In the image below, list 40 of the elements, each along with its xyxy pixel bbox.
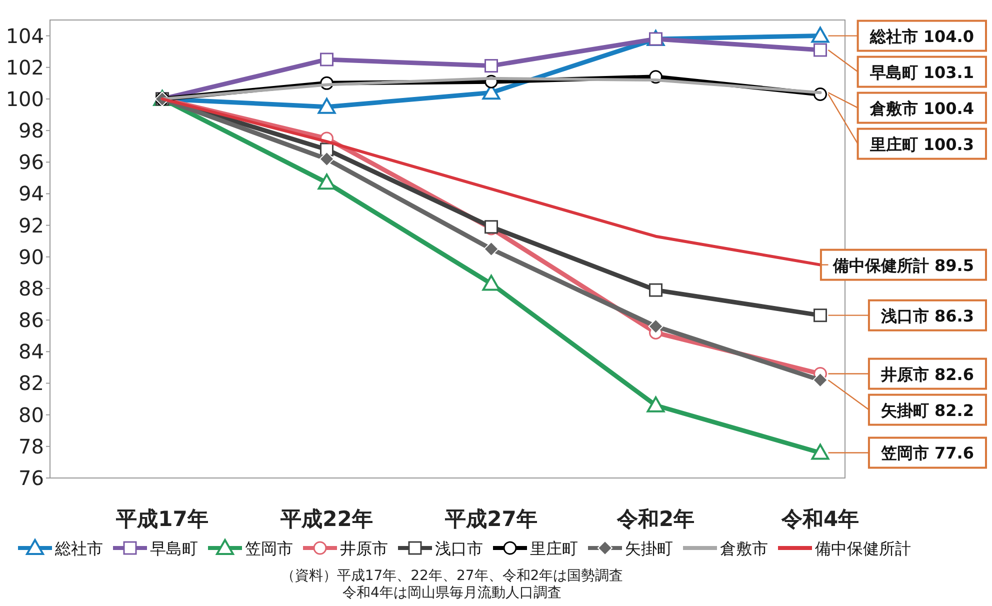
x-tick-label: 令和4年 bbox=[780, 507, 860, 531]
x-tick-label: 令和2年 bbox=[616, 507, 695, 531]
text: （資料）平成17年、22年、27年、令和2年は国勢調査 bbox=[280, 568, 624, 584]
y-tick-label: 92 bbox=[18, 213, 44, 238]
annotation: 備中保健所計 89.5 bbox=[832, 256, 974, 275]
x-tick-label: 平成17年 bbox=[115, 507, 208, 531]
annotation: 早島町 103.1 bbox=[868, 62, 974, 82]
annotation: 倉敷市 100.4 bbox=[868, 98, 974, 118]
legend-label: 笠岡市 bbox=[245, 539, 293, 558]
legend-label: 浅口市 bbox=[435, 539, 483, 558]
annotation: 里庄町 100.3 bbox=[868, 134, 974, 154]
y-tick-label: 82 bbox=[18, 371, 44, 396]
y-tick-label: 80 bbox=[18, 402, 44, 427]
text: 令和4年は岡山県毎月流動人口調査 bbox=[342, 585, 562, 601]
legend-label: 倉敷市 bbox=[720, 539, 768, 558]
legend-label: 矢掛町 bbox=[625, 539, 673, 558]
y-tick-label: 76 bbox=[18, 466, 44, 490]
y-tick-label: 84 bbox=[18, 340, 44, 364]
y-tick-label: 102 bbox=[6, 55, 44, 80]
annotation: 浅口市 86.3 bbox=[880, 306, 974, 326]
y-tick-label: 90 bbox=[18, 244, 44, 269]
legend-label: 総社市 bbox=[54, 539, 103, 558]
legend-label: 里庄町 bbox=[530, 539, 578, 558]
legend-label: 井原市 bbox=[340, 539, 388, 558]
x-tick-label: 平成27年 bbox=[444, 507, 538, 531]
y-tick-label: 98 bbox=[18, 118, 44, 143]
legend-label: 早島町 bbox=[150, 539, 198, 558]
x-tick-label: 平成22年 bbox=[280, 507, 373, 531]
annotation: 矢掛町 82.2 bbox=[880, 400, 974, 420]
y-tick-label: 88 bbox=[18, 276, 44, 300]
annotation: 井原市 82.6 bbox=[880, 364, 974, 384]
y-tick-label: 94 bbox=[18, 182, 44, 206]
annotation: 笠岡市 77.6 bbox=[880, 444, 974, 463]
y-tick-label: 78 bbox=[18, 434, 44, 458]
legend-label: 備中保健所計 bbox=[815, 539, 911, 558]
y-tick-label: 96 bbox=[18, 150, 44, 174]
annotation: 総社市 104.0 bbox=[868, 26, 974, 46]
y-tick-label: 104 bbox=[6, 24, 44, 48]
y-tick-label: 86 bbox=[18, 308, 44, 332]
y-tick-label: 100 bbox=[6, 86, 44, 111]
